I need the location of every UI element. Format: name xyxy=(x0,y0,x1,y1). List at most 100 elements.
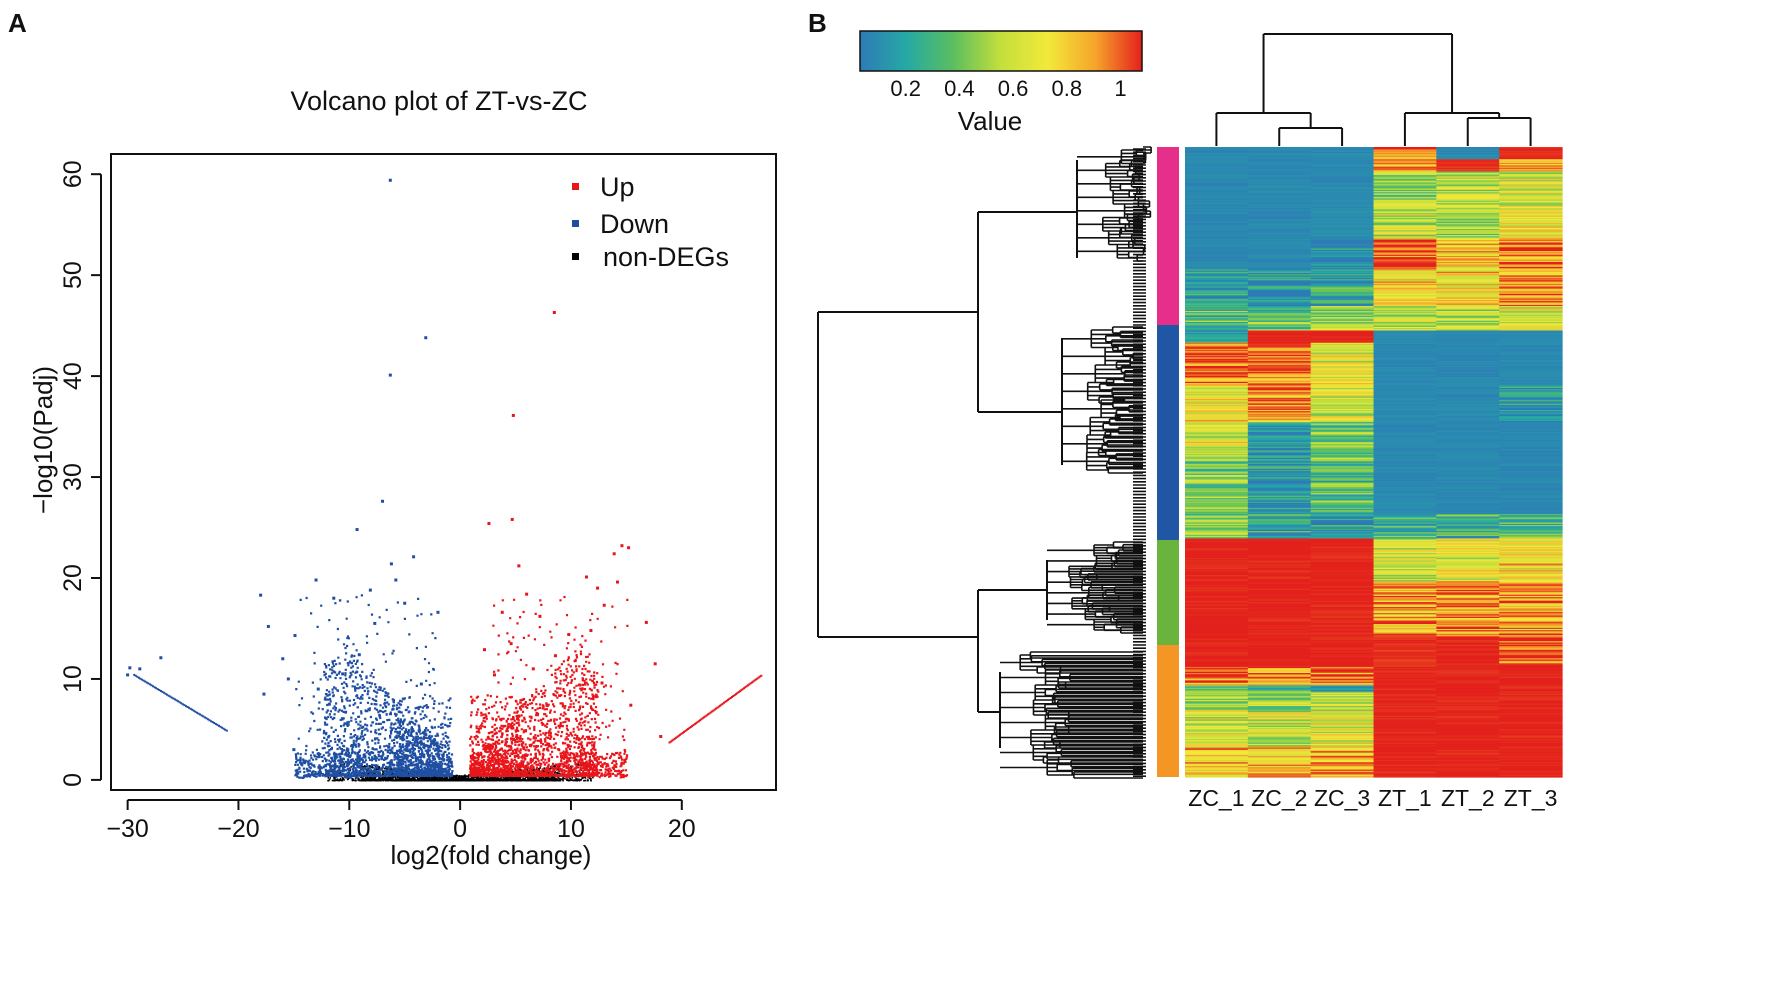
heatmap-cell xyxy=(1499,323,1563,325)
heatmap-cell xyxy=(1436,287,1500,290)
heatmap-cell xyxy=(1499,304,1563,307)
heatmap-cell xyxy=(1185,189,1249,192)
heatmap-cell xyxy=(1373,161,1437,164)
heatmap-cell xyxy=(1185,208,1249,210)
heatmap-cell xyxy=(1436,641,1500,644)
heatmap-cell xyxy=(1185,765,1249,768)
heatmap-cell xyxy=(1436,731,1500,734)
heatmap-cell xyxy=(1499,299,1563,302)
heatmap-cell xyxy=(1436,525,1500,527)
heatmap-cell xyxy=(1499,443,1563,445)
heatmap-cell xyxy=(1185,569,1249,571)
heatmap-cell xyxy=(1247,560,1312,563)
heatmap-cell xyxy=(1436,407,1500,410)
heatmap-cell xyxy=(1310,750,1375,752)
heatmap-cell xyxy=(1436,500,1500,503)
heatmap-cell xyxy=(1499,646,1563,648)
heatmap-cell xyxy=(1247,577,1312,580)
heatmap-cell xyxy=(1310,471,1375,473)
heatmap-cell xyxy=(1436,210,1500,213)
heatmap-cell xyxy=(1436,463,1500,466)
heatmap-cell xyxy=(1373,424,1437,427)
heatmap-cell xyxy=(1436,255,1500,258)
heatmap-cell xyxy=(1247,463,1312,466)
heatmap-cell xyxy=(1247,292,1312,295)
heatmap-cell xyxy=(1310,558,1375,560)
heatmap-cell xyxy=(1499,493,1563,496)
heatmap-cell xyxy=(1185,685,1249,688)
heatmap-cell xyxy=(1247,509,1312,511)
heatmap-cell xyxy=(1373,335,1437,338)
heatmap-cell xyxy=(1436,406,1500,409)
heatmap-cell xyxy=(1185,148,1249,151)
heatmap-cell xyxy=(1499,626,1563,629)
heatmap-cell xyxy=(1499,627,1563,630)
heatmap-cell xyxy=(1499,350,1563,352)
heatmap-cell xyxy=(1185,773,1249,776)
heatmap-cell xyxy=(1185,319,1249,322)
heatmap-cell xyxy=(1499,610,1563,613)
heatmap-cell xyxy=(1310,258,1375,261)
heatmap-cell xyxy=(1499,556,1563,559)
heatmap-cell xyxy=(1499,199,1563,202)
heatmap-cell xyxy=(1310,370,1375,373)
heatmap-cell xyxy=(1499,242,1563,245)
heatmap-cell xyxy=(1185,268,1249,270)
colorbar-tick-label: 0.4 xyxy=(944,76,975,101)
down-point xyxy=(293,634,297,638)
heatmap-cell xyxy=(1247,756,1312,759)
heatmap-cell xyxy=(1247,569,1312,571)
heatmap-cell xyxy=(1436,443,1500,445)
heatmap-cell xyxy=(1499,162,1563,165)
heatmap-cell xyxy=(1373,411,1437,414)
heatmap-cell xyxy=(1373,703,1437,706)
heatmap-cell xyxy=(1373,381,1437,384)
heatmap-cell xyxy=(1373,500,1437,503)
heatmap-cell xyxy=(1436,657,1500,659)
heatmap-cell xyxy=(1373,205,1437,208)
heatmap-cell xyxy=(1373,275,1437,278)
heatmap-cell xyxy=(1499,730,1563,733)
heatmap-cell xyxy=(1185,682,1249,685)
heatmap-cell xyxy=(1373,510,1437,513)
heatmap-cell xyxy=(1436,587,1500,590)
heatmap-cell xyxy=(1373,175,1437,177)
heatmap-cell xyxy=(1247,527,1312,530)
heatmap-cell xyxy=(1436,553,1500,555)
heatmap-cell xyxy=(1247,166,1312,169)
heatmap-cell xyxy=(1310,669,1375,672)
heatmap-cell xyxy=(1436,222,1500,225)
heatmap-cell xyxy=(1499,775,1563,778)
heatmap-cell xyxy=(1247,365,1312,368)
heatmap-cell xyxy=(1436,725,1500,728)
heatmap-cell xyxy=(1436,417,1500,420)
heatmap-cell xyxy=(1310,554,1375,557)
heatmap-cell xyxy=(1310,148,1375,151)
heatmap-cell xyxy=(1310,177,1375,180)
heatmap-cell xyxy=(1185,332,1249,335)
heatmap-cell xyxy=(1310,657,1375,659)
heatmap-cell xyxy=(1499,521,1563,524)
heatmap-cell xyxy=(1436,747,1500,750)
heatmap-cell xyxy=(1310,182,1375,185)
heatmap-cell xyxy=(1373,348,1437,351)
heatmap-cell xyxy=(1185,707,1249,710)
heatmap-cell xyxy=(1499,483,1563,486)
heatmap-cell xyxy=(1185,474,1249,477)
heatmap-cell xyxy=(1185,362,1249,365)
heatmap-cell xyxy=(1499,222,1563,225)
heatmap-cell xyxy=(1247,578,1312,581)
heatmap-cell xyxy=(1247,253,1312,256)
heatmap-cell xyxy=(1499,364,1563,367)
heatmap-cell xyxy=(1373,691,1437,694)
heatmap-cell xyxy=(1310,465,1375,467)
heatmap-cell xyxy=(1185,775,1249,778)
heatmap-cell xyxy=(1436,696,1500,699)
heatmap-cell xyxy=(1499,677,1563,680)
heatmap-cell xyxy=(1247,655,1312,658)
up-point xyxy=(531,667,535,671)
heatmap-cell xyxy=(1310,675,1375,678)
heatmap-cell xyxy=(1247,150,1312,153)
heatmap-cell xyxy=(1373,389,1437,392)
